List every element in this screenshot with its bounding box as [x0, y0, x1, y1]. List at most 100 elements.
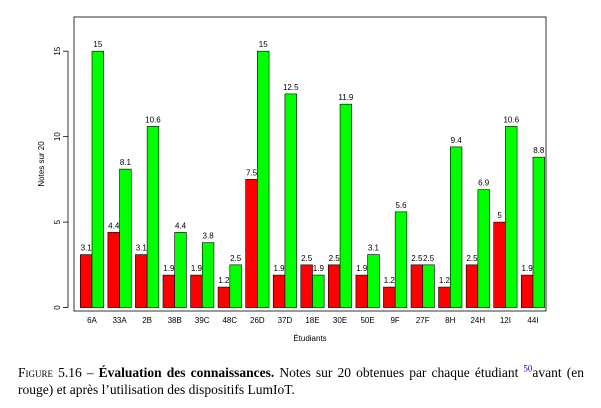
bar — [119, 168, 132, 308]
value-label: 12.5 — [283, 83, 299, 92]
x-tick-label: 6A — [87, 316, 97, 325]
value-label: 3.1 — [368, 244, 380, 253]
bar — [146, 126, 160, 308]
x-tick-label: 30E — [333, 316, 347, 325]
bar — [383, 286, 396, 308]
bar — [107, 232, 120, 308]
value-label: 15 — [93, 40, 102, 49]
value-label: 1.9 — [274, 264, 286, 273]
bar — [300, 264, 313, 308]
x-tick-label: 18E — [305, 316, 319, 325]
value-label: 1.2 — [218, 276, 230, 285]
bar — [438, 286, 451, 308]
bar — [80, 254, 93, 308]
bar — [532, 156, 545, 308]
x-tick-label: 8H — [445, 316, 455, 325]
value-label: 3.1 — [81, 244, 93, 253]
value-label: 15 — [259, 40, 268, 49]
bar — [339, 103, 353, 308]
y-tick-label: 10 — [53, 132, 62, 141]
bar — [272, 274, 286, 308]
x-tick-label: 12I — [500, 316, 511, 325]
caption-title: Évaluation des connaissances. — [98, 365, 275, 380]
bar — [245, 179, 258, 308]
caption-text: avant (en rouge) et après l’utilisation … — [18, 365, 584, 397]
bar — [493, 221, 506, 308]
bar — [135, 254, 148, 308]
value-label: 8.8 — [533, 146, 545, 155]
bar — [190, 274, 203, 308]
value-label: 2.5 — [301, 254, 313, 263]
value-label: 11.9 — [338, 93, 354, 102]
x-tick-label: 44I — [527, 316, 538, 325]
value-label: 3.8 — [203, 232, 215, 241]
value-label: 10.6 — [503, 115, 519, 124]
bar — [367, 254, 380, 308]
value-label: 2.5 — [411, 254, 423, 263]
x-axis-label: Étudiants — [293, 334, 326, 343]
x-tick-label: 38B — [168, 316, 182, 325]
y-tick-label: 15 — [53, 46, 62, 55]
value-label: 1.9 — [313, 264, 325, 273]
value-label: 3.1 — [136, 244, 148, 253]
value-label: 9.4 — [451, 136, 463, 145]
value-label: 4.4 — [175, 221, 187, 230]
y-tick-label: 5 — [53, 219, 62, 224]
bar — [217, 286, 231, 308]
value-label: 5 — [497, 211, 502, 220]
x-tick-label: 9F — [390, 316, 399, 325]
value-label: 1.2 — [384, 276, 396, 285]
value-label: 2.5 — [329, 254, 341, 263]
value-label: 1.2 — [439, 276, 451, 285]
value-label: 1.9 — [356, 264, 368, 273]
x-tick-label: 24H — [470, 316, 485, 325]
plot-box — [73, 16, 547, 312]
footnote-ref: 50 — [523, 363, 533, 374]
bar — [284, 93, 297, 308]
y-tick-label: 0 — [53, 305, 62, 310]
bar — [449, 146, 463, 308]
value-label: 2.5 — [466, 254, 478, 263]
x-tick-label: 2B — [142, 316, 152, 325]
figure-caption: Figure 5.16 – Évaluation des connaissanc… — [18, 364, 584, 398]
x-tick-label: 26D — [250, 316, 265, 325]
bar — [520, 274, 534, 308]
value-label: 10.6 — [145, 115, 161, 124]
value-label: 1.9 — [191, 264, 203, 273]
caption-text: Notes sur 20 obtenues par chaque étudian… — [279, 365, 519, 380]
y-axis-label: Notes sur 20 — [37, 141, 46, 187]
bar — [91, 50, 104, 308]
x-tick-label: 33A — [112, 316, 127, 325]
value-label: 4.4 — [108, 221, 120, 230]
x-tick-label: 39C — [195, 316, 210, 325]
bar — [355, 274, 368, 308]
chart: Étudiants Notes sur 20 0 5 10 15 6A 3.1 15 33A 4… — [37, 16, 547, 343]
bar — [312, 274, 325, 308]
bar — [328, 264, 341, 308]
bar — [505, 126, 518, 308]
x-tick-label: 50E — [360, 316, 374, 325]
caption-label: Figure 5.16 – — [18, 365, 94, 380]
bar — [174, 232, 187, 308]
bar — [465, 264, 479, 308]
x-tick-label: 48C — [222, 316, 237, 325]
bar — [394, 211, 408, 308]
x-tick-label: 37D — [278, 316, 293, 325]
value-label: 6.9 — [478, 179, 490, 188]
value-label: 1.9 — [163, 264, 175, 273]
value-label: 5.6 — [395, 201, 407, 210]
bar — [229, 264, 242, 308]
value-label: 7.5 — [246, 168, 258, 177]
x-tick-label: 27F — [416, 316, 430, 325]
bar — [477, 189, 490, 308]
bar — [201, 242, 215, 308]
bar — [257, 50, 270, 308]
value-label: 2.5 — [423, 254, 435, 263]
bar — [162, 274, 175, 308]
bar — [422, 264, 435, 308]
value-label: 2.5 — [230, 254, 242, 263]
value-label: 1.9 — [522, 264, 534, 273]
value-label: 8.1 — [120, 158, 132, 167]
bar — [410, 264, 424, 308]
